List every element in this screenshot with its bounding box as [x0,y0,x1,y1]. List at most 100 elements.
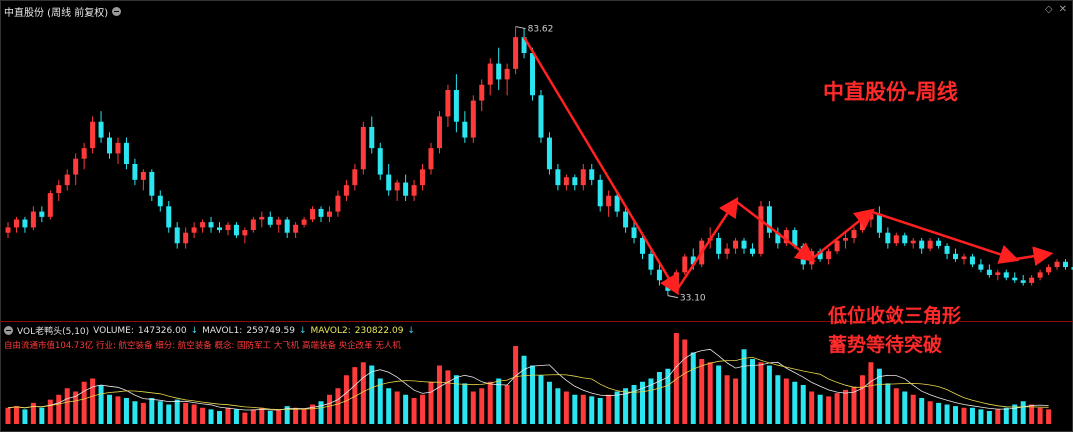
circle-minus-icon[interactable] [112,6,122,16]
circle-minus-icon[interactable] [4,326,13,335]
volume-bar [250,409,256,424]
candle-body [555,169,561,186]
volume-bar [927,401,933,424]
candle-body [843,238,849,241]
candle-body [377,148,383,175]
annotation-pattern: 低位收敛三角形 [828,305,962,327]
volume-bar [191,404,197,424]
mavol1-label: MAVOL1: [202,325,243,336]
candle-body [115,142,121,154]
volume-bar [1020,401,1026,424]
candle-body [39,211,45,217]
down-arrow-icon: ↓ [299,325,307,336]
volume-bar [183,402,189,424]
candle-body [749,248,755,254]
volume-bar [47,399,53,424]
volume-bar [149,398,155,424]
volume-bar [479,388,485,424]
candle-body [910,240,916,244]
volume-bar [953,406,959,424]
corner-controls: ◇ ✕ [1045,4,1067,15]
trend-line [675,196,739,292]
volume-bar [360,362,366,424]
candle-body [64,174,70,186]
price-markers: 83.62 33.10 [515,25,706,304]
volume-bar [276,409,282,424]
volume-bar [343,375,349,424]
candle-body [174,227,180,244]
volume-bar [225,407,231,424]
volume-bar [1037,407,1043,424]
candle-body [614,195,620,212]
volume-bar [470,391,476,424]
volume-bar [843,389,849,424]
volume-bar [115,396,121,424]
candle-body [56,185,62,194]
mavol2-label: MAVOL2: [310,325,351,336]
candle-body [428,148,434,170]
volume-bar [530,365,536,424]
volume-bar [834,393,840,424]
candle-body [538,95,544,138]
candle-body [623,211,629,228]
candle-body [445,90,451,117]
close-icon[interactable]: ✕ [1058,4,1067,15]
volume-bar [453,375,459,424]
volume-bar [733,378,739,424]
candle-body [1029,277,1035,283]
volume-bar [995,409,1001,424]
volume-bar [369,365,375,424]
volume-bar [563,391,569,424]
candle-body [183,232,189,244]
candlestick-series [5,26,1073,296]
volume-bar [496,378,502,424]
volume-bar [656,372,662,424]
candle-body [1003,272,1009,278]
candle-body [123,142,129,164]
candle-body [631,227,637,238]
high-marker-line [515,26,526,30]
candle-body [546,137,552,170]
volume-bar [597,398,603,424]
candle-body [927,240,933,249]
volume-bar [707,362,713,424]
candle-body [217,227,222,231]
volume-bar [174,399,180,424]
high-price-label: 83.62 [528,25,554,35]
candle-body [640,238,645,254]
volume-bar [394,391,400,424]
volume-bar [640,381,645,424]
candle-body [293,224,299,233]
volume-bar [5,407,11,424]
candle-body [301,219,307,225]
volume-bar [13,406,19,424]
volume-bar [428,381,434,424]
candle-body [1071,267,1073,270]
volume-bar [22,409,28,424]
volume-bar [885,383,891,424]
volume-bar [589,396,595,424]
volume-bar [944,404,950,424]
trend-lines [522,36,1054,296]
candle-body [682,256,688,273]
candle-body [986,269,992,275]
volume-bar [665,368,671,424]
volume-bar [758,362,764,424]
candle-body [420,169,426,186]
candle-body [978,264,984,270]
volume-bar [217,411,222,424]
annotation-outlook: 蓄势等待突破 [828,334,943,356]
volume-bar [961,407,967,424]
volume-bar [267,411,273,424]
candle-body [521,37,527,53]
volume-bar [606,394,612,424]
candle-body [233,224,239,236]
candle-body [462,121,468,138]
candle-body [73,158,79,175]
candle-body [513,37,519,69]
mavol2-value: 230822.09 [354,325,404,336]
volume-bar [208,409,214,424]
diamond-icon[interactable]: ◇ [1044,4,1053,15]
volume-bar [775,375,781,424]
